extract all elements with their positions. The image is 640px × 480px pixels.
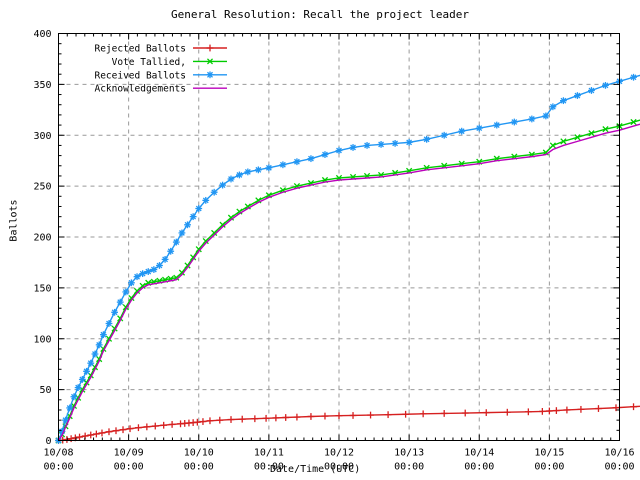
svg-text:00:00: 00:00 <box>534 462 564 473</box>
svg-text:350: 350 <box>33 80 51 91</box>
svg-text:10/11: 10/11 <box>254 448 284 459</box>
svg-text:10/15: 10/15 <box>534 448 564 459</box>
svg-text:150: 150 <box>33 283 51 294</box>
svg-text:00:00: 00:00 <box>114 462 144 473</box>
axis-ticks <box>58 33 620 441</box>
legend-marker-0 <box>206 44 214 52</box>
svg-text:00:00: 00:00 <box>184 462 214 473</box>
series-3 <box>57 123 640 441</box>
svg-text:50: 50 <box>39 385 51 396</box>
svg-text:00:00: 00:00 <box>394 462 424 473</box>
svg-text:00:00: 00:00 <box>324 462 354 473</box>
svg-text:250: 250 <box>33 182 51 193</box>
legend-label-3: Acknowledgements <box>94 84 186 95</box>
svg-text:10/16: 10/16 <box>604 448 634 459</box>
series-1 <box>55 118 640 444</box>
gridlines <box>58 33 620 441</box>
legend-marker-1 <box>206 58 214 65</box>
svg-text:10/12: 10/12 <box>324 448 354 459</box>
series-0 <box>55 403 640 444</box>
svg-text:10/10: 10/10 <box>184 448 214 459</box>
svg-text:00:00: 00:00 <box>43 462 73 473</box>
svg-text:100: 100 <box>33 334 51 345</box>
svg-text:10/09: 10/09 <box>114 448 144 459</box>
svg-text:0: 0 <box>45 436 51 447</box>
svg-text:00:00: 00:00 <box>604 462 634 473</box>
x-axis-label: Date/Time (UTC) <box>270 464 361 475</box>
svg-text:300: 300 <box>33 131 51 142</box>
svg-text:00:00: 00:00 <box>464 462 494 473</box>
legend-label-2: Received Ballots <box>94 70 186 81</box>
legend: Rejected Ballots Vote Tallied, Received Ba… <box>94 44 227 95</box>
legend-marker-2 <box>206 71 214 79</box>
legend-label-1: Vote Tallied, <box>112 57 186 68</box>
svg-text:10/13: 10/13 <box>394 448 424 459</box>
series-2 <box>55 73 640 444</box>
svg-text:10/14: 10/14 <box>464 448 494 459</box>
svg-text:00:00: 00:00 <box>254 462 284 473</box>
legend-label-0: Rejected Ballots <box>94 44 186 55</box>
svg-text:200: 200 <box>33 233 51 244</box>
svg-text:10/08: 10/08 <box>43 448 73 459</box>
y-tick-labels: 0 50 100 150 200 250 300 350 400 <box>33 29 51 447</box>
x-tick-labels: 10/08 00:00 10/09 00:00 10/10 00:00 10/11 00:00… <box>43 448 634 473</box>
svg-text:400: 400 <box>33 29 51 40</box>
chart-title: General Resolution: Recall the project l… <box>170 8 469 21</box>
